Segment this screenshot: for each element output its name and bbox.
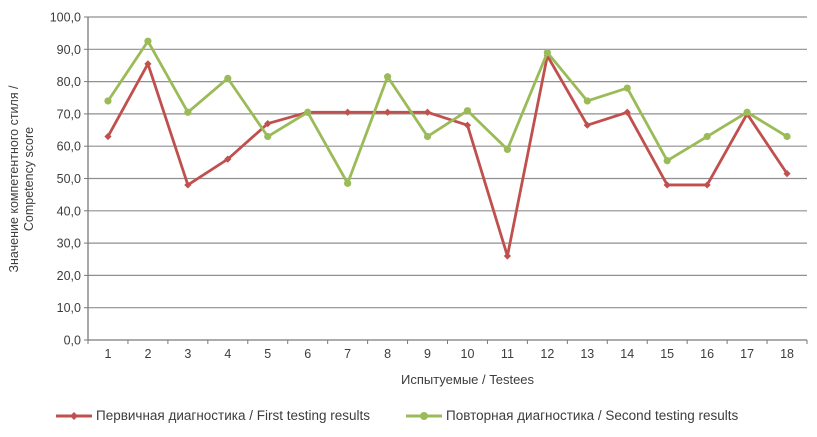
svg-text:80,0: 80,0 [57, 75, 81, 89]
legend-item-second-testing: Повторная диагностика / Second testing r… [405, 408, 738, 423]
svg-text:0,0: 0,0 [64, 334, 81, 348]
svg-text:5: 5 [264, 347, 271, 361]
svg-text:18: 18 [780, 347, 794, 361]
y-axis-title: Значение компетентного стиля / Competenc… [7, 9, 37, 349]
legend-label-second-testing: Повторная диагностика / Second testing r… [446, 408, 739, 423]
y-axis-title-line1: Значение компетентного стиля / [7, 85, 21, 273]
legend-label-first-testing: Первичная диагностика / First testing re… [96, 408, 371, 423]
svg-text:30,0: 30,0 [57, 237, 81, 251]
svg-text:17: 17 [740, 347, 754, 361]
legend-item-first-testing: Первичная диагностика / First testing re… [55, 408, 370, 423]
svg-text:1: 1 [104, 347, 111, 361]
svg-text:60,0: 60,0 [57, 140, 81, 154]
svg-text:12: 12 [540, 347, 554, 361]
svg-text:70,0: 70,0 [57, 107, 81, 121]
svg-text:13: 13 [580, 347, 594, 361]
svg-text:2: 2 [144, 347, 151, 361]
svg-text:6: 6 [304, 347, 311, 361]
svg-text:7: 7 [344, 347, 351, 361]
svg-text:100,0: 100,0 [50, 11, 81, 25]
svg-text:11: 11 [501, 347, 514, 361]
svg-text:3: 3 [184, 347, 191, 361]
svg-text:90,0: 90,0 [57, 43, 81, 57]
svg-text:20,0: 20,0 [57, 269, 81, 283]
svg-text:15: 15 [660, 347, 674, 361]
svg-text:9: 9 [424, 347, 431, 361]
green-line-circle-marker-icon [405, 410, 443, 422]
svg-text:4: 4 [224, 347, 231, 361]
y-axis-title-line2: Competency score [21, 126, 36, 232]
svg-text:10,0: 10,0 [57, 301, 81, 315]
svg-text:50,0: 50,0 [57, 172, 81, 186]
svg-text:16: 16 [700, 347, 714, 361]
plot-area: 0,0 10,0 20,0 30,0 40,0 50,0 60,0 70,0 80,0 90,0 1… [50, 11, 808, 361]
x-axis-title: Испытуемые / Testees [400, 372, 535, 387]
red-line-diamond-marker-icon [55, 410, 93, 422]
svg-text:40,0: 40,0 [57, 204, 81, 218]
svg-text:10: 10 [461, 347, 475, 361]
legend: Первичная диагностика / First testing re… [0, 408, 817, 430]
svg-text:8: 8 [384, 347, 391, 361]
svg-text:14: 14 [620, 347, 634, 361]
